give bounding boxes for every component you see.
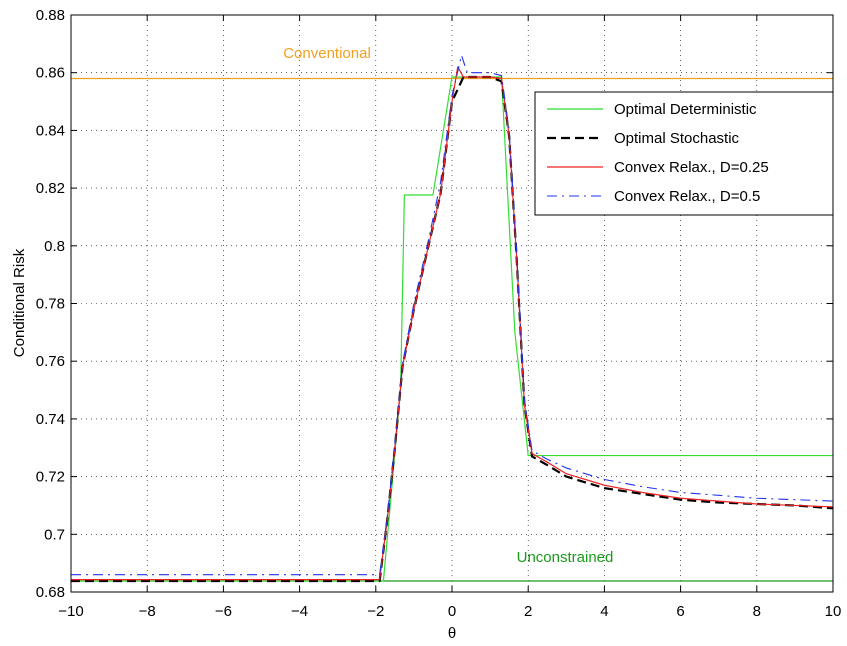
legend-label: Optimal Stochastic [614,130,740,147]
x-tick-label: 4 [600,603,608,620]
legend: Optimal Deterministic Optimal Stochastic C… [535,92,833,215]
legend-label: Convex Relax., D=0.25 [614,159,769,176]
x-tick-label: −8 [139,603,156,620]
y-tick-label: 0.7 [44,526,65,543]
y-tick-label: 0.78 [36,296,65,313]
y-tick-label: 0.68 [36,584,65,601]
x-tick-label: −2 [367,603,384,620]
y-tick-label: 0.88 [36,7,65,24]
y-tick-label: 0.84 [36,122,65,139]
y-tick-label: 0.82 [36,180,65,197]
x-tick-label: 8 [753,603,761,620]
y-tick-label: 0.76 [36,353,65,370]
y-axis-label: Conditional Risk [11,248,28,357]
x-axis-label: θ [448,625,456,642]
legend-label: Convex Relax., D=0.5 [614,188,760,205]
legend-label: Optimal Deterministic [614,101,757,118]
y-tick-label: 0.86 [36,65,65,82]
y-tick-label: 0.8 [44,238,65,255]
y-tick-label: 0.72 [36,469,65,486]
x-tick-label: 2 [524,603,532,620]
annotation-conventional: Conventional [283,45,371,62]
annotation-unconstrained: Unconstrained [517,549,614,566]
x-tick-label: −4 [291,603,308,620]
x-tick-label: 0 [448,603,456,620]
x-tick-label: −10 [58,603,83,620]
y-tick-label: 0.74 [36,411,65,428]
x-tick-label: −6 [215,603,232,620]
x-tick-label: 6 [676,603,684,620]
x-tick-label: 10 [825,603,842,620]
